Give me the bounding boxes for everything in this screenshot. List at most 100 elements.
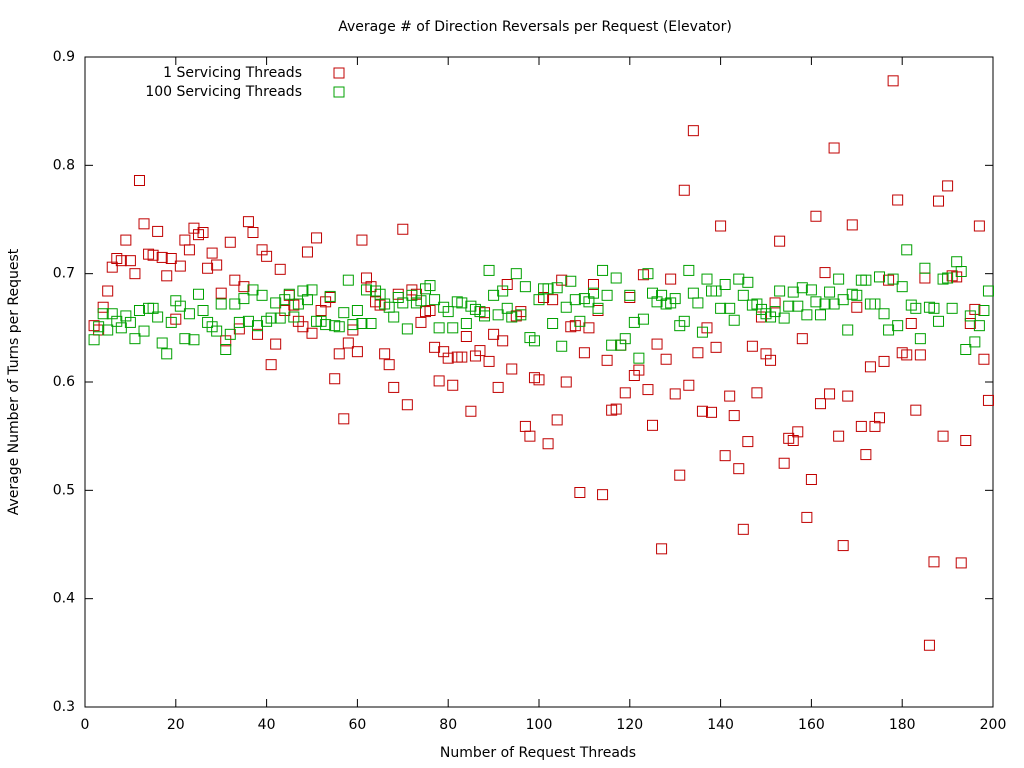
point (533, 374, 545, 386)
point (556, 340, 568, 352)
x-tick-label: 0 (81, 717, 90, 733)
point (696, 405, 708, 417)
point (365, 318, 377, 329)
point (678, 315, 690, 327)
point (619, 387, 631, 399)
point (351, 305, 363, 316)
x-tick-label: 80 (439, 717, 457, 733)
point (973, 220, 985, 232)
point (733, 273, 745, 285)
point (183, 244, 195, 256)
point (133, 175, 145, 186)
point (933, 195, 945, 207)
point (138, 325, 150, 337)
point (129, 333, 141, 345)
point (896, 281, 908, 293)
point (624, 292, 636, 303)
point (288, 311, 300, 323)
point (242, 315, 254, 327)
point (796, 333, 808, 345)
point (528, 335, 540, 347)
point (914, 349, 926, 361)
point (687, 125, 699, 137)
point (942, 180, 954, 192)
point (256, 289, 268, 301)
point (769, 297, 781, 309)
point (165, 316, 177, 328)
point (506, 363, 518, 375)
y-tick-label: 0.7 (53, 266, 75, 282)
point (229, 274, 241, 286)
point (905, 318, 917, 329)
point (805, 474, 817, 485)
point (211, 325, 223, 337)
point (692, 297, 704, 309)
point (220, 344, 232, 355)
chart-title: Average # of Direction Reversals per Req… (338, 19, 732, 35)
point (719, 450, 731, 462)
point (801, 511, 813, 523)
x-axis-label: Number of Request Threads (440, 745, 636, 761)
point (265, 359, 277, 371)
point (610, 272, 622, 284)
point (942, 272, 954, 284)
point (292, 298, 304, 310)
point (379, 348, 391, 360)
point (901, 349, 913, 361)
point (338, 307, 350, 319)
point (728, 410, 740, 422)
point (329, 373, 341, 385)
point (342, 274, 354, 286)
point (960, 344, 972, 355)
point (515, 309, 527, 321)
point (737, 289, 749, 301)
x-tick-label: 100 (526, 717, 553, 733)
point (824, 286, 836, 298)
point (565, 275, 577, 287)
x-tick-label: 40 (258, 717, 276, 733)
point (851, 289, 863, 301)
point (819, 267, 831, 279)
y-tick-label: 0.5 (53, 482, 75, 498)
point (197, 227, 209, 238)
point (973, 320, 985, 332)
point (887, 273, 899, 285)
point (814, 309, 826, 321)
point (569, 294, 581, 306)
point (233, 323, 245, 335)
point (951, 256, 963, 268)
point (174, 260, 186, 272)
point (229, 298, 241, 310)
point (669, 293, 681, 305)
point (937, 430, 949, 442)
point (574, 487, 586, 498)
point (746, 340, 758, 352)
point (783, 300, 795, 312)
x-tick-label: 140 (707, 717, 734, 733)
point (805, 284, 817, 296)
point (233, 316, 245, 328)
point (642, 384, 654, 396)
point (656, 543, 668, 555)
point (728, 314, 740, 326)
point (342, 337, 354, 349)
point (306, 284, 318, 296)
point (874, 412, 885, 424)
point (669, 388, 681, 400)
point (587, 279, 599, 290)
point (152, 311, 164, 323)
point (224, 236, 236, 248)
point (637, 313, 649, 325)
point (347, 319, 359, 331)
point (161, 348, 173, 360)
point (647, 419, 658, 431)
point (833, 430, 845, 442)
point (964, 310, 976, 322)
point (901, 244, 913, 256)
point (429, 341, 441, 353)
point (447, 322, 459, 334)
x-tick-label: 160 (798, 717, 825, 733)
point (274, 312, 286, 324)
point (737, 523, 749, 535)
